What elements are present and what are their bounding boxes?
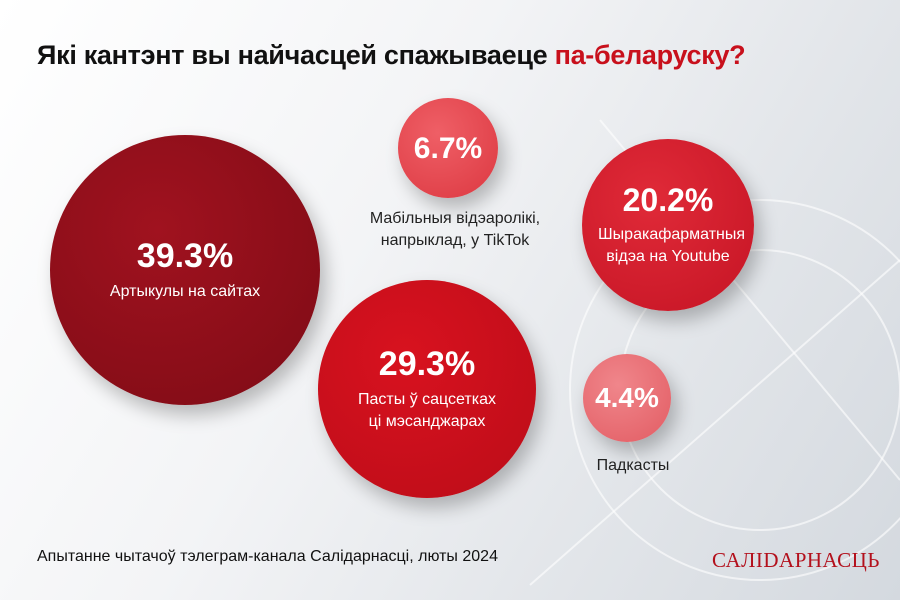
bubble-social-posts: 29.3% Пасты ў сацсетках ці мэсанджарах <box>318 280 536 498</box>
title-main: Які кантэнт вы найчасцей спажываеце <box>37 40 555 70</box>
data-label: 39.3% <box>136 236 234 275</box>
bubble-podcasts: 4.4% <box>583 354 671 442</box>
chart-title: Які кантэнт вы найчасцей спажываеце па-б… <box>37 40 746 71</box>
data-label: 6.7% <box>413 131 483 165</box>
data-label: 20.2% <box>622 181 714 218</box>
category-label: Падкасты <box>596 457 670 474</box>
category-label: Пасты ў сацсетках ці мэсанджарах <box>358 391 496 430</box>
category-label: Мабільныя відэаролікі, напрыклад, у TikT… <box>369 210 541 249</box>
bubble-youtube: 20.2% Шыракафарматныя відэа на Youtube <box>582 139 754 311</box>
title-highlight: па-беларуску? <box>554 40 746 70</box>
logo: САЛІDАРНАСЦЬ <box>712 548 880 572</box>
footer-source: Апытанне чытачоў тэлеграм-канала Салідар… <box>37 548 498 565</box>
data-label: 4.4% <box>595 381 659 413</box>
bubble-mobile-video: 6.7% <box>398 98 498 198</box>
category-label: Артыкулы на сайтах <box>109 282 261 300</box>
category-label: Шыракафарматныя відэа на Youtube <box>598 226 746 265</box>
data-label: 29.3% <box>378 344 476 383</box>
bubble-articles: 39.3% Артыкулы на сайтах <box>50 135 320 405</box>
